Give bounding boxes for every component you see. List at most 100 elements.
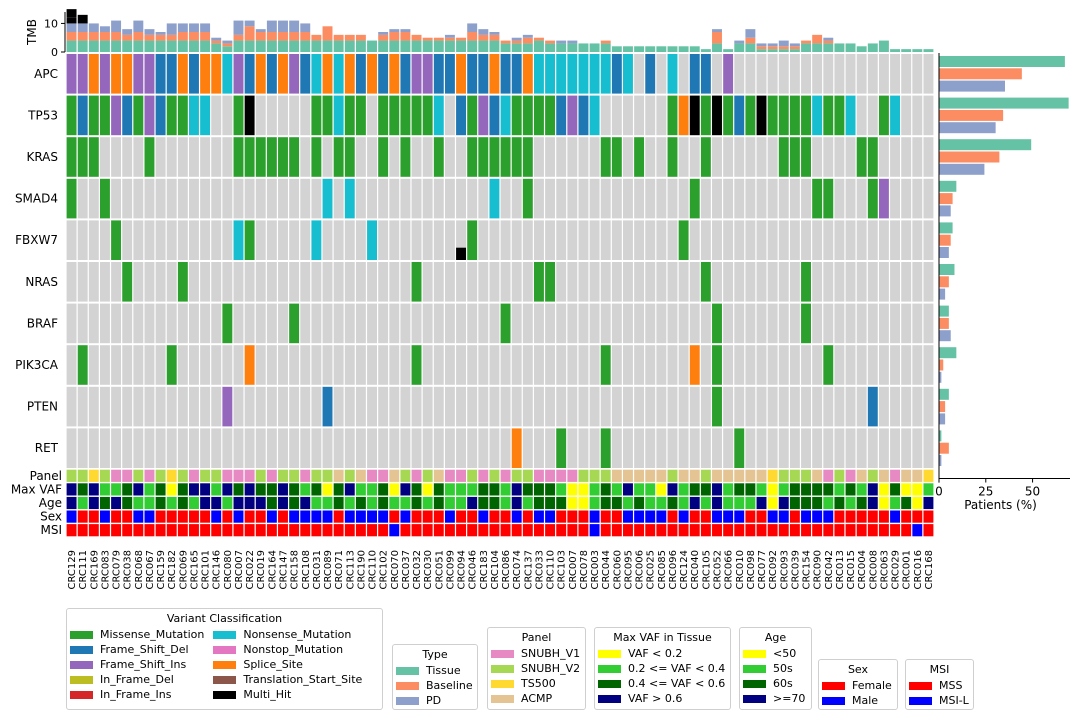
sample-label: CRC094 xyxy=(457,550,468,590)
annotation-cell xyxy=(912,524,923,537)
annotation-cell xyxy=(834,483,845,496)
gene-label: PTEN xyxy=(27,400,58,414)
annotation-cell xyxy=(422,524,433,537)
sample-label: CRC079 xyxy=(112,550,123,590)
annotation-cell xyxy=(867,496,878,510)
legend-item: Tissue xyxy=(393,663,471,678)
mutation-cell xyxy=(122,345,133,385)
annotation-cell xyxy=(122,510,133,523)
patients-bar xyxy=(939,305,949,317)
annotation-cell xyxy=(756,483,767,496)
patients-bar xyxy=(939,163,985,175)
legend-item: Frame_Shift_Ins xyxy=(67,657,204,672)
mutation-cell xyxy=(634,95,645,136)
mutation-cell xyxy=(255,220,266,260)
tmb-bar xyxy=(233,20,244,35)
annotation-cell xyxy=(823,510,834,523)
annotation-cell xyxy=(322,469,333,482)
mutation-cell xyxy=(77,137,88,177)
mutation-cell xyxy=(801,137,811,177)
mutation-cell xyxy=(99,54,110,94)
mutation-cell xyxy=(678,345,689,385)
mutation-cell xyxy=(511,220,522,260)
mutation-cell xyxy=(378,262,389,302)
mutation-cell xyxy=(433,220,444,260)
legend-item: SNUBH_V2 xyxy=(488,661,580,676)
annotation-cell xyxy=(133,483,144,496)
mutation-cell xyxy=(789,262,800,302)
legend-age: Age <50 50s 60s >=70 xyxy=(739,627,812,710)
annotation-cell xyxy=(878,524,889,537)
legend-label: In_Frame_Del xyxy=(100,673,174,686)
mutation-cell xyxy=(467,345,478,385)
mutation-cell xyxy=(589,428,600,468)
sample-label: CRC137 xyxy=(523,550,534,590)
mutation-cell xyxy=(567,303,578,344)
mutation-cell xyxy=(578,386,589,427)
mutation-cell xyxy=(99,220,110,260)
mutation-cell xyxy=(166,54,177,94)
mutation-cell xyxy=(189,303,199,344)
mutation-cell xyxy=(133,303,144,344)
mutation-cell xyxy=(478,137,489,177)
tmb-bar xyxy=(266,32,277,41)
mutation-cell xyxy=(355,54,366,94)
mutation-cell xyxy=(255,95,266,136)
annotation-cell xyxy=(645,510,656,523)
tmb-bar xyxy=(99,40,110,52)
mutation-cell xyxy=(923,95,934,136)
annotation-cell xyxy=(912,469,923,482)
tmb-bar xyxy=(778,49,789,52)
mutation-cell xyxy=(712,137,722,177)
tmb-bar xyxy=(823,40,834,44)
sample-label: CRC104 xyxy=(490,550,501,590)
mutation-cell xyxy=(233,262,244,302)
tmb-bar xyxy=(289,20,300,32)
annotation-cell xyxy=(88,510,99,523)
mutation-cell xyxy=(812,428,823,468)
annotation-cell xyxy=(133,524,144,537)
tmb-bar xyxy=(678,46,689,52)
sample-label: CRC089 xyxy=(323,550,334,590)
tmb-bar xyxy=(511,37,522,41)
annotation-cell xyxy=(289,510,300,523)
tmb-bar xyxy=(500,43,511,52)
annotation-cell xyxy=(456,510,467,523)
tmb-bar xyxy=(289,32,300,41)
sample-label: CRC003 xyxy=(590,550,601,590)
tmb-bar xyxy=(177,32,188,41)
annotation-cell xyxy=(600,469,611,482)
mutation-cell xyxy=(611,178,622,219)
mutation-cell xyxy=(255,178,266,219)
mutation-cell xyxy=(712,262,722,302)
legend-swatch xyxy=(598,649,621,658)
mutation-cell xyxy=(200,220,211,260)
mutation-cell xyxy=(856,220,867,260)
sample-label: CRC147 xyxy=(279,550,290,590)
legend-label: VAF < 0.2 xyxy=(628,647,683,660)
patients-bar xyxy=(939,234,951,246)
mutation-cell xyxy=(300,262,311,302)
mutation-cell xyxy=(600,54,611,94)
mutation-cell xyxy=(556,137,567,177)
mutation-cell xyxy=(133,54,144,94)
mutation-cell xyxy=(478,262,489,302)
mutation-cell xyxy=(834,303,845,344)
annotation-cell xyxy=(689,510,700,523)
mutation-cell xyxy=(122,262,133,302)
mutation-cell xyxy=(433,95,444,136)
mutation-cell xyxy=(845,303,856,344)
annotation-cell xyxy=(712,510,722,523)
annotation-cell xyxy=(378,483,389,496)
sample-label: CRC007 xyxy=(568,550,579,590)
mutation-cell xyxy=(367,386,377,427)
mutation-cell xyxy=(344,178,355,219)
mutation-cell xyxy=(233,54,244,94)
mutation-cell xyxy=(522,178,533,219)
mutation-cell xyxy=(723,386,734,427)
annotation-cell xyxy=(767,496,778,510)
mutation-cell xyxy=(745,386,756,427)
mutation-cell xyxy=(166,220,177,260)
sample-label: CRC108 xyxy=(301,550,312,590)
mutation-cell xyxy=(144,95,155,136)
